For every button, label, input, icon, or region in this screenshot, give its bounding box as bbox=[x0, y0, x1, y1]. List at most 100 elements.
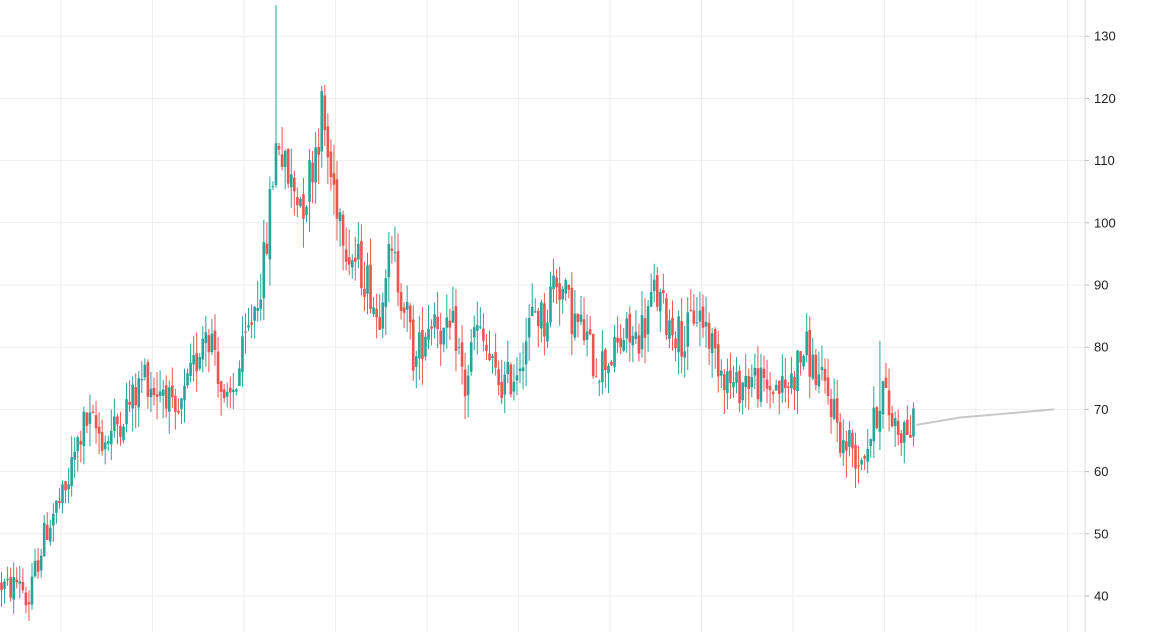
candle-body-down bbox=[97, 426, 101, 434]
candle-body-down bbox=[341, 214, 345, 246]
candle-body-down bbox=[723, 374, 726, 391]
candle-body-up bbox=[546, 322, 549, 342]
candle-body-down bbox=[906, 419, 909, 436]
candle-body-up bbox=[33, 560, 37, 577]
candle-body-down bbox=[845, 441, 848, 451]
candle-body-down bbox=[24, 592, 28, 606]
candle-body-down bbox=[604, 349, 607, 371]
candle-body-down bbox=[707, 322, 711, 349]
candle-body-down bbox=[482, 328, 485, 341]
candle-body-up bbox=[6, 579, 9, 581]
candle-body-up bbox=[210, 333, 214, 353]
candle-body-down bbox=[729, 370, 732, 384]
candle-body-down bbox=[91, 411, 95, 414]
candle-body-up bbox=[912, 408, 915, 437]
candle-body-down bbox=[323, 95, 327, 131]
forecast-line bbox=[915, 408, 1055, 426]
candle-body-up bbox=[186, 373, 189, 386]
candle-body-up bbox=[189, 362, 192, 376]
candle-body-down bbox=[863, 455, 866, 459]
candle-body-down bbox=[36, 560, 40, 572]
candle-body-up bbox=[113, 416, 116, 431]
candle-body-down bbox=[628, 313, 632, 343]
candle-body-up bbox=[506, 361, 510, 375]
candle-body-up bbox=[466, 375, 470, 396]
candle-body-down bbox=[79, 440, 83, 445]
candle-body-up bbox=[387, 243, 391, 278]
candle-body-up bbox=[695, 322, 699, 324]
candle-body-up bbox=[649, 291, 653, 307]
candle-body-up bbox=[573, 313, 577, 338]
candle-body-down bbox=[335, 179, 339, 219]
candle-body-down bbox=[890, 413, 894, 427]
candle-body-up bbox=[881, 381, 885, 415]
candle-body-down bbox=[354, 257, 357, 262]
candle-body-down bbox=[497, 369, 500, 386]
candle-body-down bbox=[494, 352, 497, 368]
candle-body-down bbox=[363, 288, 366, 297]
candle-body-up bbox=[405, 302, 409, 310]
candle-body-down bbox=[909, 434, 912, 438]
candle-body-down bbox=[747, 376, 751, 389]
candle-body-up bbox=[759, 367, 763, 402]
candle-body-down bbox=[265, 243, 269, 254]
candle-body-up bbox=[137, 378, 141, 408]
candle-body-up bbox=[235, 389, 238, 392]
candle-body-up bbox=[832, 399, 836, 419]
candle-body-down bbox=[460, 342, 464, 367]
candle-body-down bbox=[302, 194, 305, 219]
candle-body-down bbox=[296, 197, 299, 206]
candle-body-up bbox=[491, 356, 494, 359]
candle-body-up bbox=[698, 310, 702, 322]
candle-body-down bbox=[15, 579, 19, 583]
candle-body-up bbox=[256, 307, 259, 311]
candle-body-down bbox=[45, 524, 49, 540]
candle-body-up bbox=[476, 325, 479, 331]
candle-body-up bbox=[521, 367, 525, 372]
candle-body-up bbox=[149, 388, 153, 398]
candle-body-up bbox=[472, 327, 476, 338]
candle-body-up bbox=[39, 555, 43, 571]
candle-body-up bbox=[527, 317, 531, 338]
candle-body-up bbox=[530, 306, 534, 317]
price-tick-label: 90 bbox=[1094, 278, 1108, 293]
candle-body-up bbox=[744, 375, 747, 388]
candle-body-down bbox=[826, 377, 830, 397]
candle-body-down bbox=[884, 377, 888, 388]
candle-body-up bbox=[106, 441, 110, 444]
price-tick-label: 130 bbox=[1094, 29, 1116, 44]
candle-body-down bbox=[27, 602, 31, 605]
candle-body-up bbox=[3, 581, 6, 589]
candle-body-down bbox=[680, 321, 683, 357]
candle-body-up bbox=[686, 312, 690, 347]
candle-body-down bbox=[655, 275, 659, 307]
candle-body-up bbox=[683, 351, 686, 358]
candle-body-up bbox=[848, 430, 851, 447]
candle-body-down bbox=[219, 381, 223, 393]
candle-body-up bbox=[607, 365, 610, 374]
candle-body-up bbox=[561, 288, 564, 300]
candle-body-up bbox=[198, 357, 202, 369]
candle-body-up bbox=[659, 291, 662, 312]
candle-body-down bbox=[582, 319, 586, 341]
candle-body-down bbox=[793, 377, 796, 390]
candle-body-down bbox=[692, 310, 696, 324]
candle-body-down bbox=[558, 283, 561, 300]
candle-body-down bbox=[771, 392, 775, 395]
candle-body-up bbox=[622, 340, 625, 351]
candle-body-down bbox=[119, 425, 122, 437]
candle-body-down bbox=[835, 398, 839, 423]
candle-body-up bbox=[204, 332, 208, 344]
candle-body-up bbox=[652, 279, 656, 291]
candle-body-up bbox=[82, 411, 86, 447]
candle-body-up bbox=[640, 315, 644, 350]
candle-body-up bbox=[320, 90, 324, 152]
candle-body-up bbox=[469, 342, 473, 372]
candle-body-down bbox=[485, 344, 488, 351]
candle-body-up bbox=[549, 286, 552, 323]
candle-body-up bbox=[415, 356, 418, 367]
candle-body-up bbox=[350, 260, 354, 268]
candle-body-down bbox=[454, 306, 458, 351]
candle-body-up bbox=[180, 398, 183, 409]
